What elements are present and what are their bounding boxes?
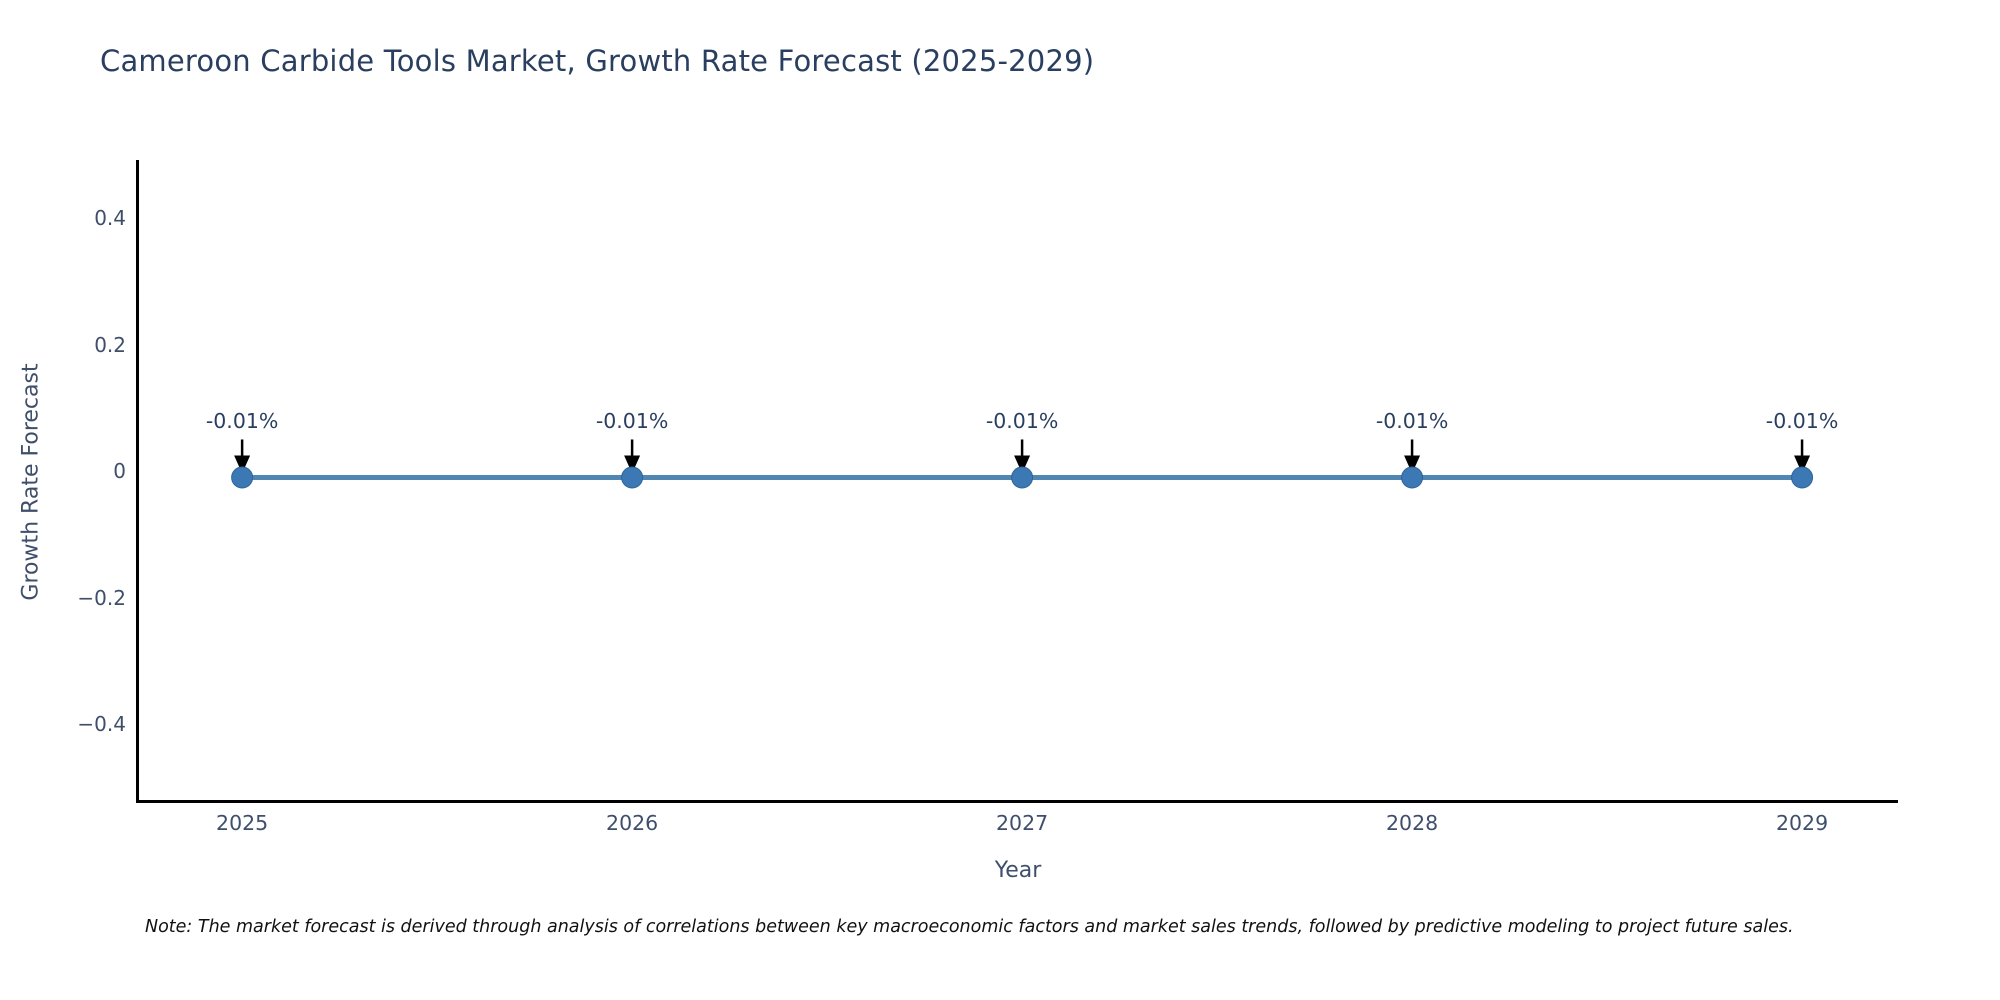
chart-title: Cameroon Carbide Tools Market, Growth Ra…: [100, 44, 1095, 78]
y-tick-label: −0.2: [77, 585, 126, 610]
point-annotation-label: -0.01%: [1765, 409, 1839, 434]
y-axis-title: Growth Rate Forecast: [18, 363, 44, 601]
footnote: Note: The market forecast is derived thr…: [145, 917, 1794, 937]
x-tick-label: 2026: [606, 811, 659, 835]
annotation-arrowhead-icon: [624, 455, 641, 474]
x-axis-title: Year: [994, 858, 1042, 883]
annotation-arrowhead-icon: [234, 455, 251, 474]
annotation-arrowhead-icon: [1404, 455, 1421, 474]
annotation-arrowhead-icon: [1794, 455, 1811, 474]
y-tick-label: 0: [113, 459, 126, 484]
annotation-arrowhead-icon: [1014, 455, 1031, 474]
x-tick-label: 2027: [996, 811, 1049, 835]
y-axis-line: [136, 160, 139, 803]
data-point-marker: [1011, 466, 1034, 489]
x-tick-label: 2029: [1775, 811, 1829, 835]
point-annotation-label: -0.01%: [595, 409, 669, 434]
y-tick-label: −0.4: [77, 712, 126, 737]
data-point-marker: [1401, 466, 1424, 489]
point-annotation-label: -0.01%: [985, 409, 1059, 434]
data-point-marker: [621, 466, 644, 489]
x-tick-label: 2028: [1385, 811, 1439, 835]
x-tick-label: 2025: [216, 811, 269, 835]
x-axis-line: [136, 800, 1898, 803]
point-annotation-label: -0.01%: [205, 409, 279, 434]
data-point-marker: [231, 466, 254, 489]
y-tick-label: 0.4: [94, 206, 126, 231]
data-point-marker: [1791, 466, 1814, 489]
y-tick-label: 0.2: [94, 332, 126, 357]
point-annotation-label: -0.01%: [1375, 409, 1449, 434]
